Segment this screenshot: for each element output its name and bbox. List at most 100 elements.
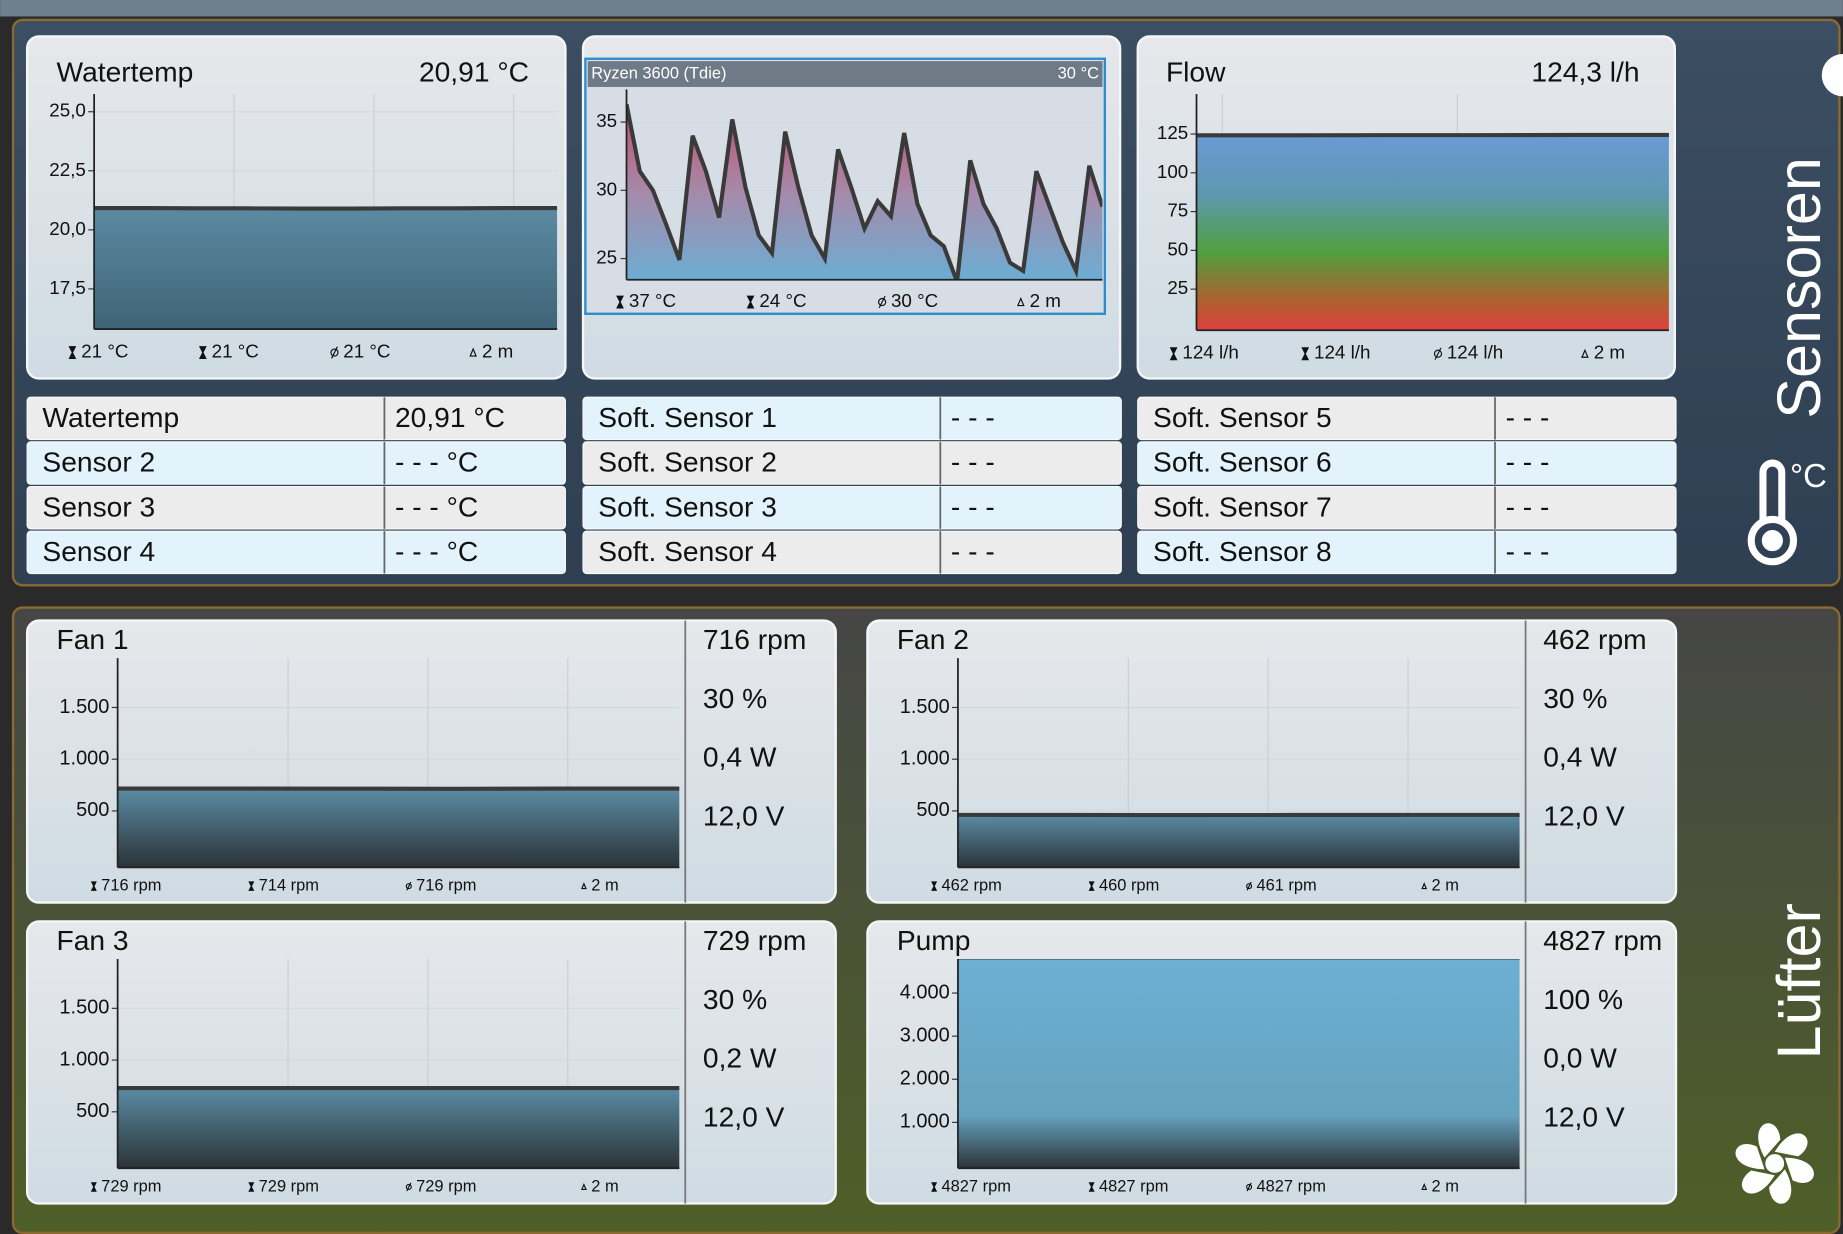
table-value: - - - xyxy=(951,401,995,433)
chart-title: Watertemp xyxy=(57,55,194,87)
thermometer-icon xyxy=(1747,459,1798,566)
y-tick-label: 1.000 xyxy=(59,747,109,769)
fan-stat: 729 rpm xyxy=(416,1177,476,1195)
y-tick-label: 4.000 xyxy=(900,981,950,1003)
stat-icon xyxy=(1301,347,1310,361)
stat-icon xyxy=(746,295,755,309)
stat-icon xyxy=(330,346,339,359)
fan-stat: 2 m xyxy=(591,1177,618,1195)
stat-icon-shape xyxy=(248,881,255,891)
stat-icon-shape xyxy=(1246,881,1252,891)
fan-reading: 100 % xyxy=(1543,983,1623,1015)
table-row xyxy=(582,441,1122,485)
stat-icon xyxy=(580,1182,587,1191)
stat-icon xyxy=(1421,882,1428,890)
y-tick-label: 50 xyxy=(1167,238,1188,259)
fan-title: Fan 3 xyxy=(57,924,129,956)
fan-stat: 2 m xyxy=(591,876,618,894)
stat-icon-shape xyxy=(1433,349,1443,358)
fan-title: Pump xyxy=(897,924,971,956)
stat-icon-shape xyxy=(878,295,886,309)
fan-stat: 462 rpm xyxy=(941,876,1001,894)
table-value: - - - xyxy=(1506,535,1550,567)
fan-reading: 4827 rpm xyxy=(1543,924,1662,956)
y-tick-label: 1.000 xyxy=(59,1048,109,1070)
fan-reading: 12,0 V xyxy=(703,799,785,831)
y-tick-label: 1.000 xyxy=(900,1111,950,1133)
stat-icon-shape xyxy=(1016,296,1025,307)
table-value: - - - °C xyxy=(395,490,478,522)
y-tick-label: 100 xyxy=(1157,161,1188,182)
table-value: - - - xyxy=(1506,446,1550,478)
sensors-unit: °C xyxy=(1790,457,1827,494)
stat-icon-shape xyxy=(878,297,887,307)
chart-stat: 24 °C xyxy=(759,290,806,311)
stat-icon-shape xyxy=(1434,347,1442,360)
stat-icon xyxy=(90,1182,97,1192)
y-tick-label: 75 xyxy=(1167,200,1188,221)
area xyxy=(957,958,1520,1169)
table-value: - - - xyxy=(951,535,995,567)
table-label: Sensor 3 xyxy=(42,490,155,522)
chart-stat: 124 l/h xyxy=(1182,342,1238,363)
table-label: Soft. Sensor 3 xyxy=(598,490,777,522)
stat-icon-shape xyxy=(580,1182,587,1191)
chart-stat: 21 °C xyxy=(81,341,128,362)
table-value: - - - xyxy=(1506,490,1550,522)
stat-icon xyxy=(248,1182,255,1192)
stat-icon-shape xyxy=(1421,1182,1428,1191)
table-value: 20,91 °C xyxy=(395,401,505,433)
fan-stat: 4827 rpm xyxy=(1256,1177,1325,1195)
stat-icon-shape xyxy=(616,295,624,309)
fan-reading: 0,2 W xyxy=(703,1042,777,1074)
stat-icon-shape xyxy=(1301,347,1310,361)
y-tick-label: 1.500 xyxy=(59,997,109,1019)
table-value: - - - °C xyxy=(395,446,478,478)
stat-icon-shape xyxy=(931,1182,938,1192)
fan-reading: 729 rpm xyxy=(703,924,806,956)
stat-icon-shape xyxy=(90,881,97,891)
table-label: Soft. Sensor 7 xyxy=(1153,490,1332,522)
fan-stat: 461 rpm xyxy=(1256,876,1316,894)
table-label: Soft. Sensor 1 xyxy=(598,401,777,433)
stat-icon-shape xyxy=(1088,1182,1095,1192)
side-button[interactable] xyxy=(1821,54,1843,97)
fan-stat: 714 rpm xyxy=(259,876,319,894)
sensors-title: Sensoren xyxy=(1765,157,1833,419)
chart-stat: 2 m xyxy=(482,341,513,362)
fan-icon xyxy=(1735,1123,1814,1204)
stat-icon-shape xyxy=(1246,883,1253,890)
table-label: Soft. Sensor 5 xyxy=(1153,401,1332,433)
stat-icon-shape xyxy=(406,881,412,891)
y-tick-label: 2.000 xyxy=(900,1068,950,1090)
stat-icon xyxy=(1421,1182,1428,1191)
table-label: Sensor 4 xyxy=(42,535,155,567)
fan-reading: 0,0 W xyxy=(1543,1042,1617,1074)
area xyxy=(626,104,1103,280)
stat-icon xyxy=(1088,881,1095,891)
fan-stat: 729 rpm xyxy=(259,1177,319,1195)
y-tick-label: 3.000 xyxy=(900,1024,950,1046)
area xyxy=(957,814,1520,868)
table-row xyxy=(582,396,1122,441)
fan-reading: 12,0 V xyxy=(703,1100,785,1132)
table-label: Sensor 2 xyxy=(42,446,155,478)
stat-icon-shape xyxy=(1421,882,1428,890)
table-label: Soft. Sensor 6 xyxy=(1153,446,1332,478)
stat-icon-shape xyxy=(1581,348,1589,358)
stat-icon-shape xyxy=(331,346,338,359)
y-tick-label: 25,0 xyxy=(49,100,86,121)
stat-icon-shape xyxy=(330,348,339,357)
chart-value: 30 °C xyxy=(1058,64,1099,82)
stat-icon-shape xyxy=(1088,881,1095,891)
table-value: - - - °C xyxy=(395,535,478,567)
table-label: Watertemp xyxy=(42,401,179,433)
stat-icon-shape xyxy=(469,347,477,357)
table-row xyxy=(26,396,566,441)
fan-stat: 460 rpm xyxy=(1099,876,1159,894)
chart-stat: 21 °C xyxy=(343,341,390,362)
table-row xyxy=(1137,485,1677,530)
y-tick-label: 17,5 xyxy=(49,277,86,298)
stat-icon-shape xyxy=(931,881,938,891)
